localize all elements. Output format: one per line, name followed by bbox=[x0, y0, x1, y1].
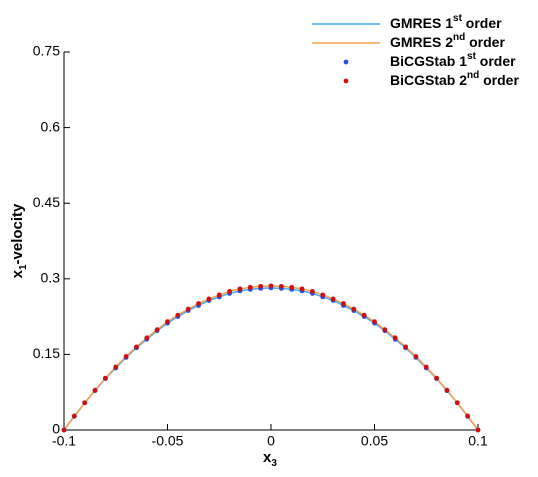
data-point bbox=[434, 375, 439, 381]
data-point bbox=[196, 301, 201, 306]
data-point bbox=[361, 312, 367, 318]
data-point bbox=[454, 400, 460, 406]
data-point bbox=[92, 387, 98, 393]
data-point bbox=[330, 296, 336, 302]
data-point bbox=[237, 286, 243, 292]
data-point bbox=[134, 344, 139, 350]
legend-label: BiCGStab 1st order bbox=[390, 51, 516, 69]
text-part: -velocity bbox=[9, 203, 26, 265]
y-axis-label: x1-velocity bbox=[9, 203, 29, 278]
text-part: GMRES 1 bbox=[390, 15, 453, 31]
x-tick-label: 0 bbox=[267, 433, 275, 449]
data-point bbox=[403, 344, 408, 350]
data-point bbox=[382, 327, 388, 333]
data-point bbox=[413, 354, 419, 359]
x-axis-label: x3 bbox=[263, 449, 277, 469]
data-point bbox=[113, 364, 119, 370]
x-tick-label: 0.1 bbox=[468, 433, 488, 449]
data-point bbox=[144, 335, 150, 341]
text-part: order bbox=[479, 72, 519, 88]
data-point bbox=[423, 364, 429, 370]
x-tick-label: -0.05 bbox=[152, 433, 184, 449]
data-point bbox=[299, 286, 305, 292]
text-part: nd bbox=[453, 32, 465, 43]
data-point bbox=[165, 319, 170, 325]
text-part: BiCGStab 1 bbox=[390, 53, 467, 69]
text-part: GMRES 2 bbox=[390, 34, 453, 50]
y-tick-label: 0.45 bbox=[33, 194, 60, 210]
data-point bbox=[392, 335, 398, 341]
text-part: order bbox=[462, 15, 502, 31]
legend-swatch bbox=[343, 78, 349, 84]
text-part: 1 bbox=[18, 264, 29, 270]
data-point bbox=[216, 292, 222, 298]
legend-label: BiCGStab 2nd order bbox=[390, 70, 519, 88]
text-part: nd bbox=[467, 70, 479, 81]
data-point bbox=[123, 354, 129, 359]
text-part: st bbox=[467, 51, 477, 62]
text-part: 3 bbox=[271, 458, 277, 469]
data-point bbox=[175, 312, 181, 318]
text-part: order bbox=[465, 34, 505, 50]
data-point bbox=[206, 296, 212, 302]
y-tick-label: 0.15 bbox=[33, 345, 60, 361]
data-point bbox=[258, 283, 264, 289]
text-part: st bbox=[453, 13, 463, 24]
data-point bbox=[341, 301, 346, 306]
text-part: BiCGStab 2 bbox=[390, 72, 467, 88]
legend-swatch bbox=[343, 59, 349, 65]
text-part: order bbox=[476, 53, 516, 69]
data-point bbox=[103, 375, 108, 381]
data-point bbox=[289, 284, 295, 290]
data-point bbox=[61, 427, 67, 433]
data-point bbox=[154, 327, 160, 333]
data-point bbox=[185, 306, 191, 312]
y-tick-label: 0.6 bbox=[41, 118, 61, 134]
data-point bbox=[351, 306, 357, 312]
data-point bbox=[82, 400, 88, 406]
data-point bbox=[320, 292, 326, 298]
legend-label: GMRES 1st order bbox=[390, 13, 502, 31]
data-point bbox=[247, 284, 253, 290]
data-point bbox=[310, 289, 315, 294]
data-point bbox=[268, 283, 274, 289]
y-tick-label: 0 bbox=[52, 421, 60, 437]
x-tick-label: 0.05 bbox=[361, 433, 388, 449]
text-part: x bbox=[263, 449, 272, 466]
data-point bbox=[465, 413, 471, 419]
data-point bbox=[372, 319, 377, 325]
data-point bbox=[444, 387, 450, 393]
y-tick-label: 0.3 bbox=[41, 270, 61, 286]
data-point bbox=[278, 283, 284, 289]
data-point bbox=[71, 413, 77, 419]
data-point bbox=[475, 427, 481, 433]
text-part: x bbox=[9, 269, 26, 278]
legend-label: GMRES 2nd order bbox=[390, 32, 505, 50]
x-tick-label: -0.1 bbox=[52, 433, 76, 449]
data-point bbox=[227, 289, 233, 294]
y-tick-label: 0.75 bbox=[33, 43, 60, 59]
